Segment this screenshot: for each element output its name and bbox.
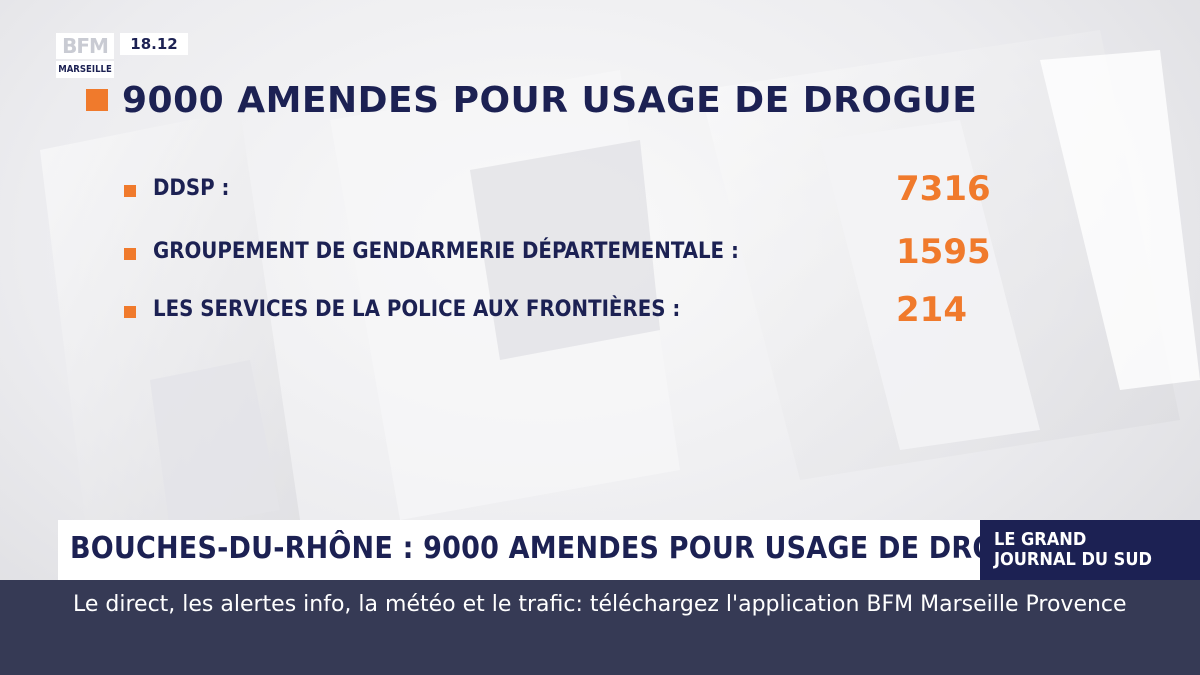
show-title-line1: LE GRAND bbox=[994, 529, 1087, 550]
stat-value: 214 bbox=[896, 290, 967, 330]
bullet-square bbox=[124, 185, 136, 197]
stat-value: 7316 bbox=[896, 169, 991, 209]
bullet-square bbox=[124, 306, 136, 318]
channel-city: MARSEILLE bbox=[56, 61, 114, 78]
graphic-title: 9000 AMENDES POUR USAGE DE DROGUE bbox=[122, 80, 978, 121]
show-title-box: LE GRAND JOURNAL DU SUD bbox=[980, 520, 1200, 580]
news-ticker: Le direct, les alertes info, la météo et… bbox=[0, 580, 1200, 675]
stat-label: LES SERVICES DE LA POLICE AUX FRONTIÈRES… bbox=[153, 297, 681, 322]
show-title-line2: JOURNAL DU SUD bbox=[994, 549, 1152, 570]
stat-label: DDSP : bbox=[153, 176, 230, 201]
title-bullet-square bbox=[86, 89, 108, 111]
stat-row: DDSP : 7316 bbox=[0, 169, 1200, 213]
ticker-text: Le direct, les alertes info, la météo et… bbox=[73, 592, 1127, 617]
channel-logo: BFM MARSEILLE bbox=[56, 33, 114, 78]
stat-row: GROUPEMENT DE GENDARMERIE DÉPARTEMENTALE… bbox=[0, 232, 1200, 276]
bfm-logo: BFM bbox=[56, 33, 114, 59]
stat-value: 1595 bbox=[896, 232, 991, 272]
clock: 18.12 bbox=[120, 33, 188, 55]
stat-row: LES SERVICES DE LA POLICE AUX FRONTIÈRES… bbox=[0, 290, 1200, 334]
headline-text: BOUCHES-DU-RHÔNE : 9000 AMENDES POUR USA… bbox=[70, 531, 1059, 566]
headline-banner: BOUCHES-DU-RHÔNE : 9000 AMENDES POUR USA… bbox=[58, 520, 1058, 580]
bullet-square bbox=[124, 248, 136, 260]
stat-label: GROUPEMENT DE GENDARMERIE DÉPARTEMENTALE… bbox=[153, 239, 739, 264]
